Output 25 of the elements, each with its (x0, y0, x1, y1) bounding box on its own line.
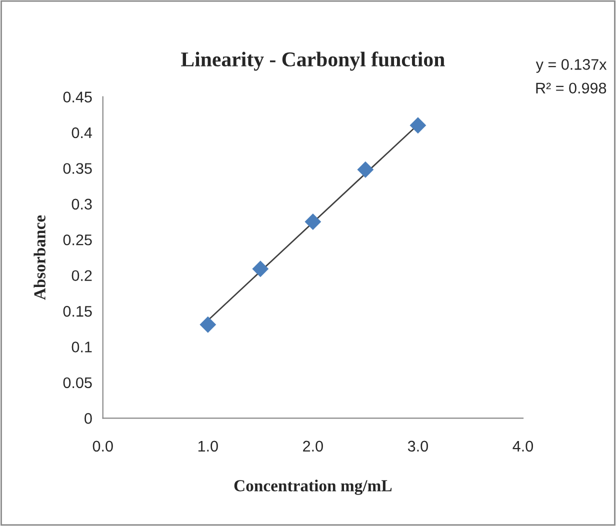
x-axis-title: Concentration mg/mL (234, 480, 392, 495)
x-tick-label: 3.0 (408, 440, 428, 452)
x-tick-label: 1.0 (198, 440, 218, 452)
point (357, 161, 374, 178)
y-tick-label: 0.2 (72, 270, 92, 282)
text: y = 0.137x (536, 59, 607, 73)
x-tick-label: 4.0 (512, 440, 534, 452)
x-tick-label: 2.0 (303, 440, 323, 452)
y-tick-label: 0.4 (72, 127, 92, 138)
x-tick-label: 0.0 (92, 440, 113, 452)
point (252, 260, 269, 278)
y-tick-label: 0.15 (63, 306, 92, 317)
point (410, 117, 426, 134)
y-tick-label: 0.3 (72, 198, 92, 210)
y-tick-label: 0.25 (63, 234, 92, 246)
y-tick-label: 0.35 (63, 163, 92, 174)
text: R² = 0.998 (536, 82, 606, 94)
y-tick-label: 0.1 (72, 342, 92, 352)
y-tick-label: 0 (84, 413, 92, 424)
y-axis-title: Absorbance (34, 215, 46, 300)
point (304, 214, 322, 230)
y-tick-label: 0.05 (63, 377, 92, 388)
point (200, 316, 216, 333)
chart-title: Linearity - Carbonyl function (181, 52, 445, 71)
y-tick-label: 0.45 (63, 92, 92, 102)
